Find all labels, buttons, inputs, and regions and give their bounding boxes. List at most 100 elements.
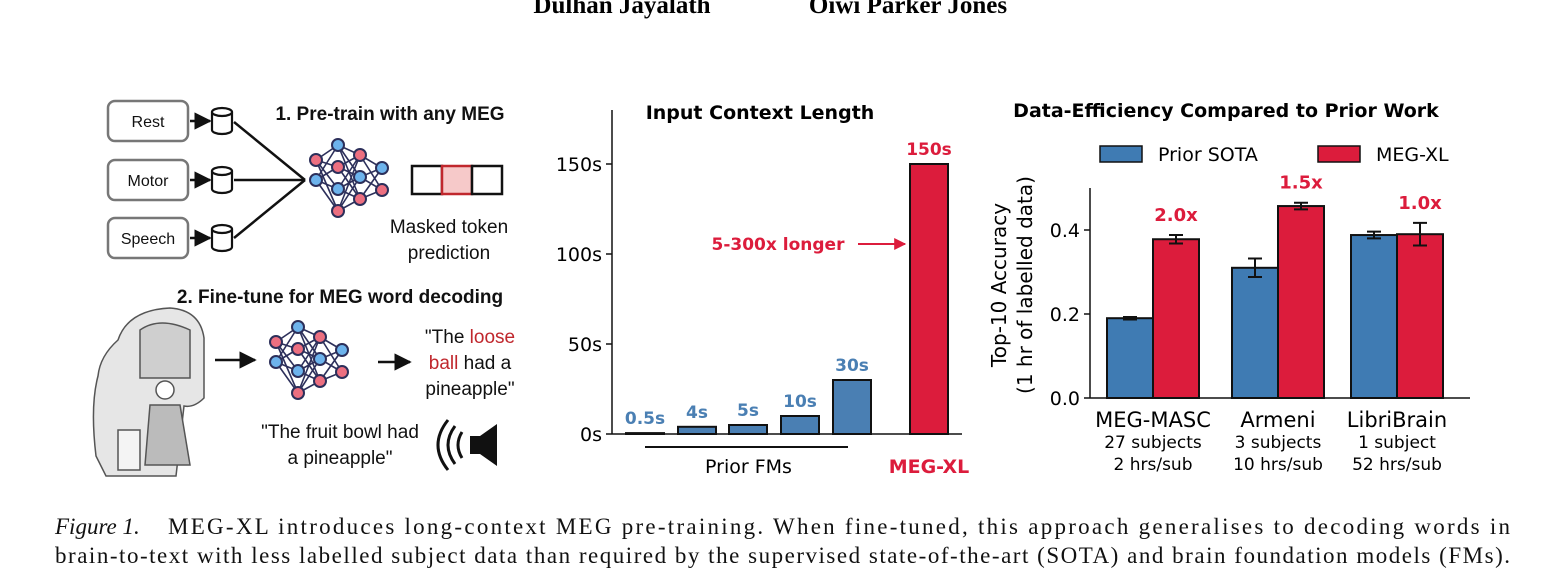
node xyxy=(269,335,283,349)
masked-label: Masked token xyxy=(390,217,508,238)
bar xyxy=(728,424,768,435)
x-tick-label: MEG-MASC xyxy=(1095,408,1211,432)
bar xyxy=(1106,317,1154,400)
node xyxy=(313,330,327,344)
stimulus-text: "The fruit bowl had xyxy=(261,422,419,443)
ratio-label: 2.0x xyxy=(1154,205,1198,226)
caption-label: Figure 1. xyxy=(54,514,140,539)
input-label: Motor xyxy=(128,173,170,190)
network-icon xyxy=(309,138,389,218)
bar xyxy=(1152,238,1200,399)
node xyxy=(335,365,349,379)
stimulus-text: a pineapple" xyxy=(287,448,392,469)
value-label: 4s xyxy=(686,403,708,423)
bar xyxy=(625,432,665,436)
chart-title: Data-Efficiency Compared to Prior Work xyxy=(1013,100,1439,122)
error-bar xyxy=(1248,257,1262,279)
edge xyxy=(315,159,339,212)
node xyxy=(353,192,367,206)
node xyxy=(291,320,305,334)
y-axis-label: Top-10 Accuracy xyxy=(987,203,1011,368)
meg-scanner xyxy=(92,307,205,477)
decoded-line: "The loose xyxy=(425,327,515,348)
step-title: 1. Pre-train with any MEG xyxy=(275,104,504,125)
y-tick-label: 50s xyxy=(568,334,602,356)
y-tick-label: 0.2 xyxy=(1050,304,1080,326)
bar xyxy=(909,163,949,435)
value-label: 0.5s xyxy=(625,409,665,429)
error-bar xyxy=(1294,201,1308,211)
legend-swatch xyxy=(1317,145,1361,163)
x-tick-detail: 1 subject xyxy=(1358,433,1436,453)
node xyxy=(331,204,345,218)
value-label: 30s xyxy=(835,356,869,376)
node xyxy=(331,160,345,174)
y-tick-label: 0s xyxy=(580,424,602,446)
error-bar xyxy=(1123,315,1137,321)
x-tick-detail: 27 subjects xyxy=(1104,433,1202,453)
node xyxy=(353,148,367,162)
decoded-word: loose xyxy=(470,327,515,348)
y-tick-label: 150s xyxy=(556,154,602,176)
node xyxy=(375,161,389,175)
input-label: Speech xyxy=(121,231,175,248)
bar xyxy=(780,415,820,435)
input-boxes xyxy=(106,99,190,260)
node xyxy=(375,183,389,197)
caption-text: MEG-XL introduces long-context MEG pre-t… xyxy=(168,514,1510,539)
database-icons xyxy=(210,106,234,253)
speaker-icon xyxy=(436,419,497,471)
node xyxy=(331,138,345,152)
y-tick-label: 0.0 xyxy=(1050,388,1080,410)
value-label: 10s xyxy=(783,392,817,412)
node xyxy=(331,182,345,196)
group-label: MEG-XL xyxy=(889,456,970,478)
decoded-word: ball xyxy=(429,353,459,374)
node xyxy=(309,173,323,187)
x-tick-label: Armeni xyxy=(1240,408,1315,432)
author: Oiwi Parker Jones xyxy=(809,0,1007,19)
bar xyxy=(1396,233,1444,399)
caption-text: brain-to-text with less labelled subject… xyxy=(55,543,1510,568)
legend-label: Prior SOTA xyxy=(1158,144,1258,166)
bar xyxy=(1231,266,1279,399)
error-bar xyxy=(1169,234,1183,245)
input-label: Rest xyxy=(132,114,165,131)
node xyxy=(353,170,367,184)
masked-tokens xyxy=(410,164,504,196)
y-tick-label: 100s xyxy=(556,244,602,266)
value-label: 5s xyxy=(737,401,759,421)
value-label: 150s xyxy=(906,140,952,160)
y-axis-label: (1 hr of labelled data) xyxy=(1013,176,1037,394)
node xyxy=(335,343,349,357)
decoded-line: ball had a xyxy=(429,353,512,374)
x-tick-detail: 10 hrs/sub xyxy=(1233,455,1323,475)
decoded-word: had a xyxy=(458,353,511,374)
edge xyxy=(337,154,361,212)
x-tick-label: LibriBrain xyxy=(1347,408,1447,432)
ratio-label: 1.5x xyxy=(1279,173,1323,194)
error-bar xyxy=(1413,221,1427,247)
bar xyxy=(832,379,872,435)
error-bar xyxy=(1367,230,1381,240)
node xyxy=(313,374,327,388)
x-tick-detail: 3 subjects xyxy=(1235,433,1322,453)
x-tick-detail: 2 hrs/sub xyxy=(1114,455,1193,475)
charts: Input Context Length 0s 50s 100s 150s 0.5s 4s 5… xyxy=(556,100,1470,478)
node xyxy=(291,342,305,356)
decoded-word: "The xyxy=(425,327,470,348)
ratio-label: 1.0x xyxy=(1398,193,1442,214)
decoded-line: pineapple" xyxy=(425,379,514,400)
node xyxy=(313,352,327,366)
node xyxy=(291,364,305,378)
annotation: 5-300x longer xyxy=(712,235,846,255)
bar xyxy=(677,425,717,435)
bar xyxy=(1277,205,1325,399)
chart-title: Input Context Length xyxy=(646,102,875,124)
node xyxy=(291,386,305,400)
bar xyxy=(1350,234,1398,399)
connectors xyxy=(190,112,412,371)
group-label: Prior FMs xyxy=(705,456,792,478)
